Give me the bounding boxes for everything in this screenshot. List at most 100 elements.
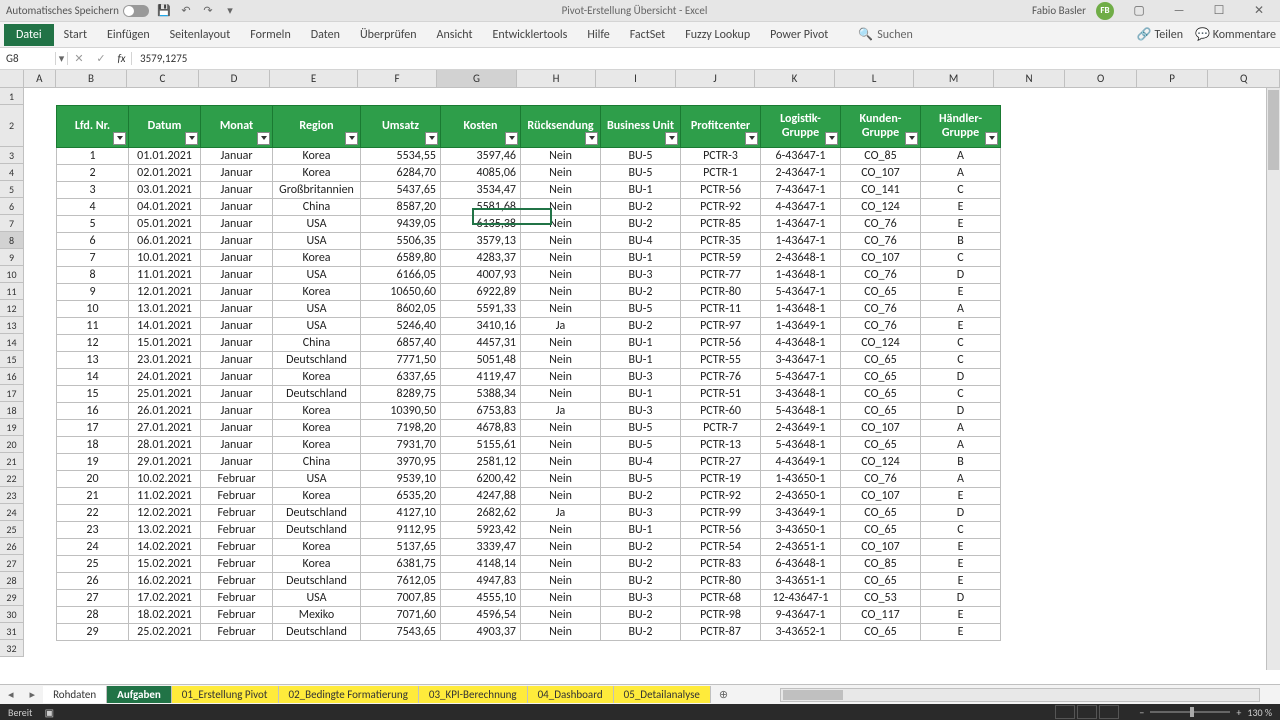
table-cell[interactable]: Nein xyxy=(521,538,601,555)
table-cell[interactable]: B xyxy=(921,232,1001,249)
table-cell[interactable]: PCTR-54 xyxy=(681,538,761,555)
sheet-tab[interactable]: 02_Bedingte Formatierung xyxy=(279,686,419,703)
table-cell[interactable]: Januar xyxy=(201,249,273,266)
row-header-21[interactable]: 21 xyxy=(0,453,24,470)
table-cell[interactable]: Nein xyxy=(521,300,601,317)
table-cell[interactable]: E xyxy=(921,623,1001,640)
table-cell[interactable]: CO_107 xyxy=(841,419,921,436)
table-cell[interactable]: Februar xyxy=(201,572,273,589)
table-cell[interactable]: 01.01.2021 xyxy=(129,147,201,164)
table-cell[interactable]: 10 xyxy=(57,300,129,317)
column-header-K[interactable]: K xyxy=(755,70,835,87)
table-cell[interactable]: PCTR-87 xyxy=(681,623,761,640)
table-cell[interactable]: BU-2 xyxy=(601,198,681,215)
table-cell[interactable]: Ja xyxy=(521,317,601,334)
table-cell[interactable]: A xyxy=(921,300,1001,317)
table-cell[interactable]: USA xyxy=(273,317,361,334)
table-cell[interactable]: 26 xyxy=(57,572,129,589)
table-cell[interactable]: 13 xyxy=(57,351,129,368)
table-cell[interactable]: 3-43647-1 xyxy=(761,351,841,368)
table-cell[interactable]: 27.01.2021 xyxy=(129,419,201,436)
table-cell[interactable]: Korea xyxy=(273,283,361,300)
column-header-E[interactable]: E xyxy=(270,70,357,87)
table-cell[interactable]: BU-1 xyxy=(601,351,681,368)
table-cell[interactable]: USA xyxy=(273,266,361,283)
table-cell[interactable]: BU-1 xyxy=(601,181,681,198)
table-cell[interactable]: Nein xyxy=(521,521,601,538)
ribbon-tab-factset[interactable]: FactSet xyxy=(620,24,675,46)
table-cell[interactable]: BU-3 xyxy=(601,504,681,521)
table-cell[interactable]: Korea xyxy=(273,487,361,504)
table-cell[interactable]: PCTR-99 xyxy=(681,504,761,521)
table-cell[interactable]: Nein xyxy=(521,470,601,487)
table-cell[interactable]: 6-43648-1 xyxy=(761,555,841,572)
table-cell[interactable]: 1-43649-1 xyxy=(761,317,841,334)
table-cell[interactable]: PCTR-77 xyxy=(681,266,761,283)
table-cell[interactable]: Nein xyxy=(521,453,601,470)
table-cell[interactable]: A xyxy=(921,147,1001,164)
table-cell[interactable]: 6200,42 xyxy=(441,470,521,487)
table-cell[interactable]: 4283,37 xyxy=(441,249,521,266)
table-cell[interactable]: 3410,16 xyxy=(441,317,521,334)
table-cell[interactable]: Januar xyxy=(201,436,273,453)
table-cell[interactable]: Nein xyxy=(521,266,601,283)
table-cell[interactable]: BU-3 xyxy=(601,368,681,385)
table-cell[interactable]: 20 xyxy=(57,470,129,487)
table-cell[interactable]: 8289,75 xyxy=(361,385,441,402)
column-header-B[interactable]: B xyxy=(56,70,128,87)
table-cell[interactable]: PCTR-83 xyxy=(681,555,761,572)
table-cell[interactable]: 12.02.2021 xyxy=(129,504,201,521)
table-cell[interactable]: Februar xyxy=(201,589,273,606)
page-break-view-icon[interactable] xyxy=(1099,705,1119,719)
table-header[interactable]: Kunden-Gruppe xyxy=(841,105,921,147)
table-cell[interactable]: CO_107 xyxy=(841,487,921,504)
table-cell[interactable]: CO_141 xyxy=(841,181,921,198)
table-cell[interactable]: E xyxy=(921,572,1001,589)
table-cell[interactable]: 25.02.2021 xyxy=(129,623,201,640)
table-cell[interactable]: CO_76 xyxy=(841,317,921,334)
table-cell[interactable]: 5-43648-1 xyxy=(761,436,841,453)
sheet-nav-prev-icon[interactable]: ◂ xyxy=(0,688,22,701)
filter-icon[interactable] xyxy=(905,132,918,145)
qat-dropdown-icon[interactable]: ▾ xyxy=(223,4,237,18)
table-cell[interactable]: Deutschland xyxy=(273,351,361,368)
table-cell[interactable]: 6284,70 xyxy=(361,164,441,181)
zoom-out-icon[interactable]: − xyxy=(1139,706,1144,719)
table-cell[interactable]: Januar xyxy=(201,317,273,334)
table-cell[interactable]: Nein xyxy=(521,419,601,436)
table-cell[interactable]: Nein xyxy=(521,589,601,606)
table-cell[interactable]: CO_53 xyxy=(841,589,921,606)
table-cell[interactable]: D xyxy=(921,368,1001,385)
table-cell[interactable]: 26.01.2021 xyxy=(129,402,201,419)
spreadsheet-grid[interactable]: ABCDEFGHIJKLMNOPQ 1234567891011121314151… xyxy=(0,70,1280,670)
table-cell[interactable]: 16.02.2021 xyxy=(129,572,201,589)
table-cell[interactable]: 5-43647-1 xyxy=(761,368,841,385)
row-header-28[interactable]: 28 xyxy=(0,572,24,589)
table-cell[interactable]: 6381,75 xyxy=(361,555,441,572)
table-cell[interactable]: Korea xyxy=(273,419,361,436)
table-cell[interactable]: Korea xyxy=(273,436,361,453)
table-cell[interactable]: 3-43649-1 xyxy=(761,504,841,521)
table-cell[interactable]: 10.01.2021 xyxy=(129,249,201,266)
table-cell[interactable]: Deutschland xyxy=(273,521,361,538)
table-cell[interactable]: 2-43648-1 xyxy=(761,249,841,266)
table-cell[interactable]: Korea xyxy=(273,164,361,181)
table-cell[interactable]: BU-5 xyxy=(601,164,681,181)
table-cell[interactable]: BU-5 xyxy=(601,300,681,317)
table-cell[interactable]: 2-43650-1 xyxy=(761,487,841,504)
table-row[interactable]: 505.01.2021JanuarUSA9439,056135,38NeinBU… xyxy=(57,215,1001,232)
table-row[interactable]: 1727.01.2021JanuarKorea7198,204678,83Nei… xyxy=(57,419,1001,436)
table-cell[interactable]: 6589,80 xyxy=(361,249,441,266)
table-cell[interactable]: CO_65 xyxy=(841,504,921,521)
table-cell[interactable]: BU-4 xyxy=(601,453,681,470)
table-header[interactable]: Profitcenter xyxy=(681,105,761,147)
table-cell[interactable]: Februar xyxy=(201,470,273,487)
table-cell[interactable]: 2682,62 xyxy=(441,504,521,521)
table-cell[interactable]: 4127,10 xyxy=(361,504,441,521)
table-cell[interactable]: 4007,93 xyxy=(441,266,521,283)
table-cell[interactable]: 3-43652-1 xyxy=(761,623,841,640)
ribbon-tab-seitenlayout[interactable]: Seitenlayout xyxy=(160,24,241,46)
filter-icon[interactable] xyxy=(985,132,998,145)
table-cell[interactable]: 3597,46 xyxy=(441,147,521,164)
row-header-22[interactable]: 22 xyxy=(0,470,24,487)
